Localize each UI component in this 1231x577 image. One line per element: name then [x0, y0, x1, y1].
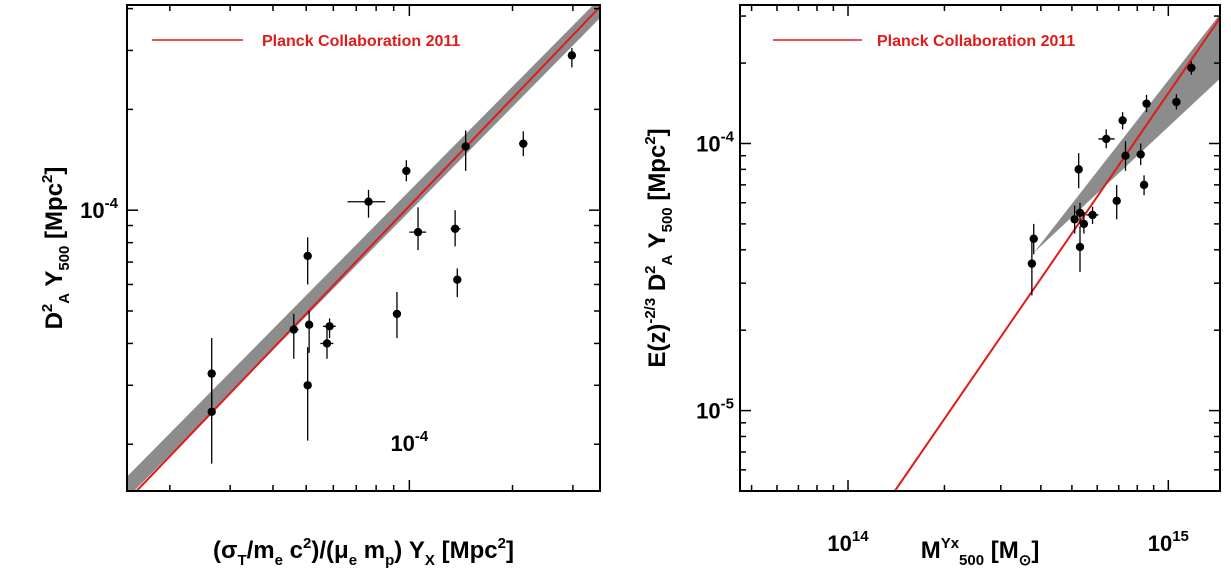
data-marker — [1075, 208, 1085, 218]
data-marker — [413, 227, 423, 237]
data-point — [1142, 94, 1151, 113]
y-axis-label: E(z)-2/3 D2A Y500 [Mpc2] — [642, 128, 676, 367]
legend: Planck Collaboration 2011 — [152, 33, 460, 50]
y-tick-label: 10-5 — [696, 396, 734, 424]
x-tick-label: 10-4 — [390, 428, 428, 456]
data-point — [320, 329, 334, 359]
data-marker — [1139, 180, 1149, 190]
data-marker — [303, 251, 312, 261]
data-marker — [461, 142, 470, 151]
fit-line — [135, 6, 600, 491]
data-marker — [207, 369, 216, 378]
data-point — [1029, 223, 1038, 255]
data-point — [289, 313, 299, 359]
data-marker — [325, 322, 334, 331]
data-point — [1075, 202, 1086, 224]
data-marker — [1118, 116, 1127, 125]
data-marker — [207, 407, 216, 416]
data-point — [303, 237, 312, 285]
data-marker — [1070, 215, 1079, 224]
data-point — [1079, 213, 1089, 234]
fit-line — [893, 17, 1220, 491]
data-point — [1074, 153, 1083, 189]
data-point — [323, 318, 336, 339]
data-marker — [364, 197, 373, 206]
data-point — [392, 291, 402, 339]
data-point — [1075, 226, 1085, 273]
data-marker — [1088, 210, 1097, 220]
x-axis-label: (σT/me c2)/(μe mp) YX [Mpc2] — [213, 535, 514, 569]
data-marker — [1142, 99, 1151, 108]
legend-label: Planck Collaboration 2011 — [262, 33, 460, 50]
minor-ticks — [127, 5, 600, 491]
data-marker — [402, 166, 411, 176]
y-tick-label: 10-4 — [696, 128, 734, 156]
data-point — [519, 131, 528, 157]
panel-right: 1014 1015 10-5 10-4 Planck Collaboration 201… — [642, 4, 1221, 569]
data-marker — [304, 320, 314, 329]
data-marker — [1187, 63, 1196, 73]
data-point — [1136, 143, 1145, 166]
plot-area — [127, 5, 600, 491]
minor-ticks — [740, 5, 1220, 491]
data-point — [450, 210, 461, 247]
plot-area — [816, 14, 1220, 491]
data-marker — [1074, 165, 1083, 174]
data-marker — [1029, 234, 1038, 243]
data-point — [303, 347, 312, 441]
data-point — [567, 48, 577, 68]
data-point — [1121, 141, 1130, 171]
x-tick-label: 1015 — [1148, 528, 1189, 556]
x-axis-label: MYx500 [M⊙] — [921, 535, 1040, 569]
legend-label: Planck Collaboration 2011 — [877, 33, 1075, 50]
data-marker — [392, 309, 402, 319]
data-marker — [1172, 97, 1181, 107]
data-point — [207, 378, 216, 464]
data-marker — [289, 325, 298, 334]
data-marker — [1079, 219, 1089, 229]
data-marker — [1112, 196, 1121, 206]
y-tick-label: 10-4 — [80, 195, 118, 223]
plot-frame — [739, 4, 1221, 492]
data-marker — [453, 275, 462, 284]
data-point — [1070, 205, 1079, 234]
data-marker — [303, 381, 312, 390]
data-marker — [1075, 242, 1085, 252]
data-point — [1139, 175, 1149, 196]
data-marker — [1102, 134, 1111, 144]
data-point — [409, 207, 427, 251]
x-tick-label: 1014 — [827, 528, 869, 556]
y-axis-label: D2A Y500 [Mpc2] — [39, 167, 73, 330]
data-point — [1118, 112, 1127, 130]
data-point — [347, 189, 386, 218]
data-point — [1187, 61, 1196, 75]
legend: Planck Collaboration 2011 — [773, 33, 1075, 50]
data-point — [1098, 129, 1115, 149]
data-point — [461, 130, 470, 171]
fit-uncertainty-band — [127, 5, 600, 491]
data-marker — [567, 51, 577, 60]
data-point — [453, 268, 462, 298]
data-point — [402, 160, 411, 182]
data-point — [1027, 241, 1037, 296]
data-point — [304, 310, 314, 353]
data-marker — [1027, 259, 1037, 268]
data-marker — [322, 339, 332, 348]
data-marker — [519, 139, 528, 148]
data-marker — [1136, 150, 1145, 159]
plot-frame — [126, 4, 601, 492]
data-point — [1086, 206, 1099, 224]
data-marker — [1121, 151, 1130, 160]
fit-uncertainty-band — [816, 14, 1220, 491]
data-point — [1172, 94, 1181, 110]
data-point — [1112, 184, 1121, 220]
panel-left: 10-4 10-4 Planck Collaboration 2011 (σT/me … — [39, 4, 601, 569]
data-marker — [450, 224, 460, 233]
